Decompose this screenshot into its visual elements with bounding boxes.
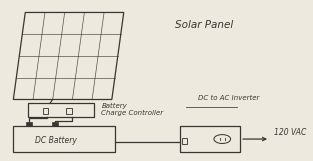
Text: Solar Panel: Solar Panel: [175, 20, 233, 30]
Text: Battery
Charge Controller: Battery Charge Controller: [101, 103, 163, 116]
Bar: [43, 108, 48, 114]
Bar: [66, 108, 72, 114]
Bar: [25, 122, 32, 126]
Bar: [181, 126, 240, 152]
Text: DC to AC Inverter: DC to AC Inverter: [198, 95, 260, 101]
Text: DC Battery: DC Battery: [35, 136, 77, 145]
Bar: [13, 126, 115, 152]
Text: 120 VAC: 120 VAC: [275, 128, 307, 137]
Bar: [28, 103, 94, 117]
Bar: [52, 122, 59, 126]
Bar: [182, 138, 187, 144]
